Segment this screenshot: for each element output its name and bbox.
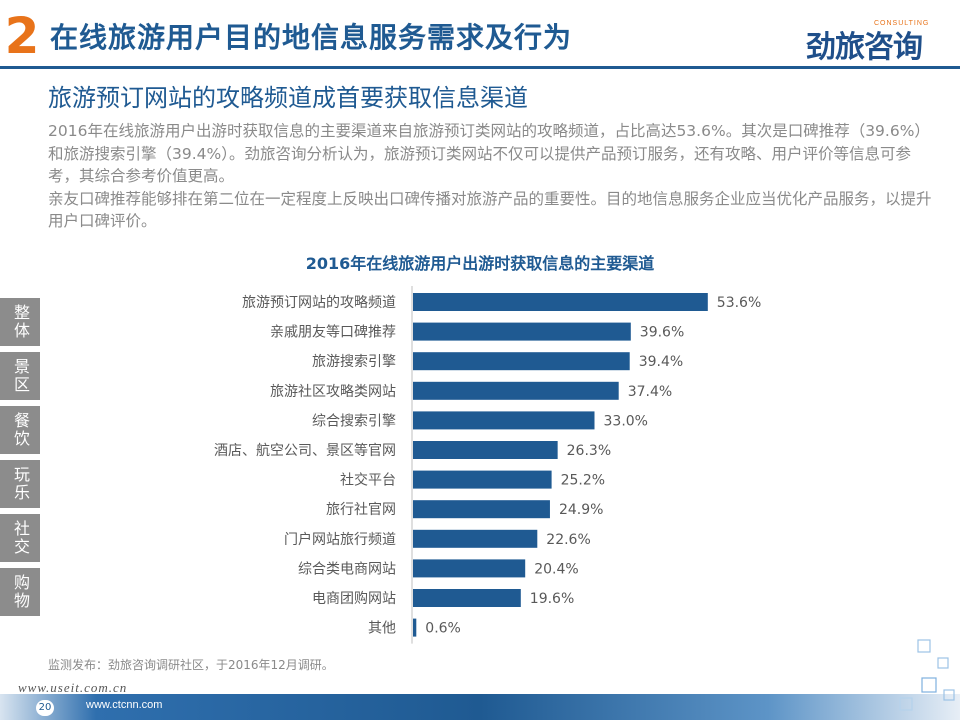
bar — [413, 381, 619, 400]
bar-value-label: 53.6% — [717, 295, 761, 311]
bar-value-label: 33.0% — [604, 413, 648, 429]
category-label: 电商团购网站 — [312, 591, 396, 607]
logo-text: 劲旅咨询 — [806, 30, 923, 65]
bar — [413, 589, 521, 607]
header-divider — [0, 66, 960, 69]
side-nav-item-entertainment[interactable]: 玩乐 — [0, 460, 40, 508]
bar — [413, 322, 631, 341]
bar-value-label: 26.3% — [567, 443, 611, 459]
category-label: 酒店、航空公司、景区等官网 — [214, 442, 396, 459]
bar-value-label: 39.4% — [639, 354, 683, 370]
watermark-text: www.useit.com.cn — [18, 680, 128, 695]
bar-value-label: 37.4% — [628, 384, 672, 400]
category-label: 门户网站旅行频道 — [284, 531, 396, 548]
decorative-squares — [899, 639, 955, 711]
category-label: 综合搜索引擎 — [312, 412, 396, 429]
footer-band — [0, 694, 960, 720]
body-text: 2016年在线旅游用户出游时获取信息的主要渠道来自旅游预订类网站的攻略频道，占比… — [48, 120, 936, 233]
bar — [413, 618, 417, 637]
bar-value-label: 20.4% — [534, 561, 578, 577]
company-logo: 劲旅咨询 CONSULTING — [806, 18, 936, 65]
source-footnote: 监测发布：劲旅咨询调研社区，于2016年12月调研。 — [48, 658, 334, 672]
bar — [413, 411, 595, 430]
bar — [413, 529, 538, 548]
side-nav-item-scenic[interactable]: 景区 — [0, 352, 40, 400]
category-label: 亲戚朋友等口碑推荐 — [270, 324, 396, 341]
slide-subtitle: 旅游预订网站的攻略频道成首要获取信息渠道 — [48, 84, 528, 112]
bar — [413, 352, 630, 371]
bar-value-label: 24.9% — [559, 502, 603, 518]
section-number: 2 — [4, 7, 40, 65]
chart-title: 2016年在线旅游用户出游时获取信息的主要渠道 — [305, 254, 655, 273]
bar — [413, 293, 708, 311]
bar — [413, 441, 558, 459]
bar — [413, 559, 526, 578]
footer-url[interactable]: www.ctcnn.com — [86, 699, 163, 711]
category-label: 其他 — [368, 621, 396, 637]
category-label: 社交平台 — [340, 472, 396, 489]
slide-header: 2 在线旅游用户目的地信息服务需求及行为 劲旅咨询 CONSULTING — [0, 0, 960, 69]
side-nav-item-shopping[interactable]: 购物 — [0, 568, 40, 616]
side-nav-item-overall[interactable]: 整体 — [0, 298, 40, 346]
bar-value-label: 19.6% — [530, 591, 574, 607]
bar — [413, 500, 550, 519]
category-label: 综合类电商网站 — [298, 561, 396, 577]
bar-chart: 旅游预订网站的攻略频道 53.6% 亲戚朋友等口碑推荐 39.6% 旅游搜索引擎 39.4… — [214, 286, 761, 644]
page-number: 20 — [36, 700, 54, 716]
logo-subtext: CONSULTING — [874, 20, 930, 27]
side-nav-item-dining[interactable]: 餐饮 — [0, 406, 40, 454]
category-label: 旅游社区攻略类网站 — [270, 384, 396, 400]
body-paragraph: 亲友口碑推荐能够排在第二位在一定程度上反映出口碑传播对旅游产品的重要性。目的地信… — [48, 189, 932, 231]
page-title: 在线旅游用户目的地信息服务需求及行为 — [50, 21, 573, 54]
body-paragraph: 2016年在线旅游用户出游时获取信息的主要渠道来自旅游预订类网站的攻略频道，占比… — [48, 122, 930, 185]
side-nav-item-social[interactable]: 社交 — [0, 514, 40, 562]
category-label: 旅游预订网站的攻略频道 — [242, 295, 396, 311]
bar — [413, 470, 552, 489]
bar-value-label: 39.6% — [640, 325, 684, 341]
bar-value-label: 0.6% — [425, 621, 461, 637]
bar-value-label: 22.6% — [546, 532, 590, 548]
bar-value-label: 25.2% — [561, 473, 605, 489]
category-label: 旅游搜索引擎 — [312, 353, 396, 370]
category-label: 旅行社官网 — [326, 502, 396, 518]
